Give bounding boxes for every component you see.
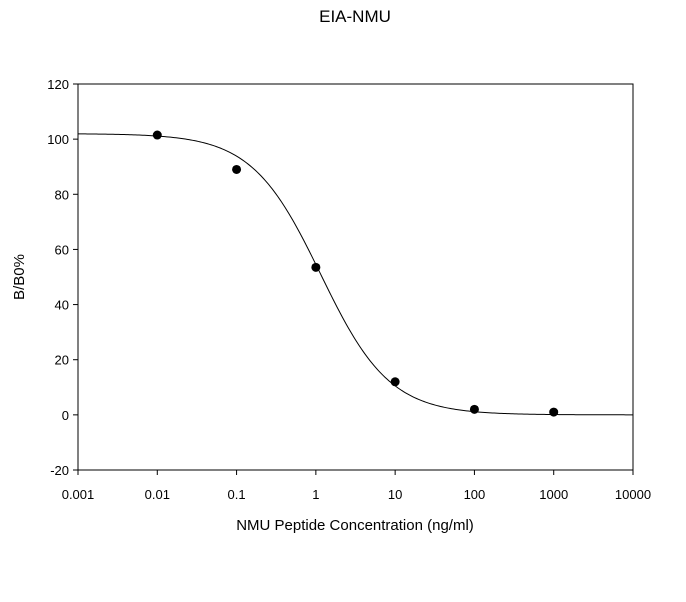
data-point-0 — [152, 130, 162, 140]
data-point-4 — [469, 404, 479, 414]
x-axis: 0.001 0.01 0.1 1 10 100 1000 10000 — [62, 470, 651, 502]
y-tick-label: 40 — [55, 298, 69, 313]
data-points — [152, 130, 559, 417]
x-tick-label: 10 — [388, 487, 402, 502]
y-axis: -20 0 20 40 60 80 100 120 — [47, 77, 78, 478]
data-point-1 — [232, 164, 242, 174]
x-axis-label: NMU Peptide Concentration (ng/ml) — [236, 517, 474, 534]
x-tick-label: 0.01 — [145, 487, 170, 502]
data-point-2 — [311, 262, 321, 272]
y-tick-label: 20 — [55, 353, 69, 368]
y-axis-label: B/B0% — [11, 254, 28, 300]
x-tick-label: 1 — [312, 487, 319, 502]
y-tick-label: 100 — [47, 132, 69, 147]
x-tick-label: 1000 — [539, 487, 568, 502]
x-tick-label: 0.001 — [62, 487, 95, 502]
y-tick-label: 60 — [55, 242, 69, 257]
data-point-3 — [390, 377, 400, 387]
x-tick-label: 10000 — [615, 487, 651, 502]
y-tick-label: 0 — [62, 408, 69, 423]
y-tick-label: -20 — [50, 463, 69, 478]
data-point-5 — [549, 407, 559, 417]
y-tick-label: 80 — [55, 187, 69, 202]
chart-title: EIA-NMU — [319, 7, 391, 26]
x-tick-label: 0.1 — [228, 487, 246, 502]
x-tick-label: 100 — [464, 487, 486, 502]
fit-curve — [77, 133, 633, 416]
plot-area-frame — [77, 83, 634, 471]
y-tick-label: 120 — [47, 77, 69, 92]
